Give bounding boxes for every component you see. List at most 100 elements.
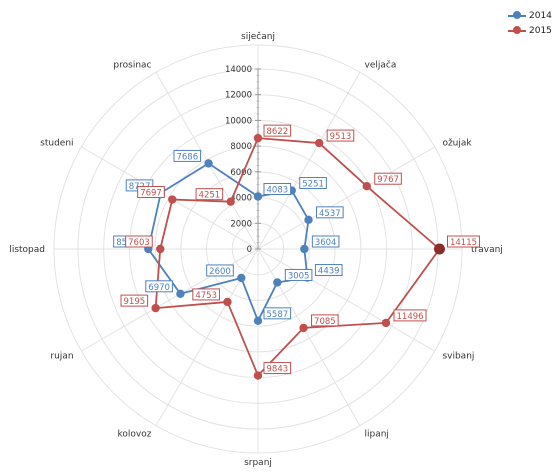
data-label-box xyxy=(120,294,149,307)
legend-label: 2014 xyxy=(529,10,552,21)
data-label-text: 7697 xyxy=(140,189,162,199)
radial-tick-label: 4000 xyxy=(230,194,252,204)
data-point-2015-5 xyxy=(299,323,308,333)
data-label-text: 9767 xyxy=(377,175,399,185)
data-label-2014-0: 4083 xyxy=(263,183,292,196)
data-label-box xyxy=(299,177,327,190)
data-label-text: 4251 xyxy=(199,191,221,201)
data-label-text: 3005 xyxy=(288,271,310,281)
data-label-2015-11: 4251 xyxy=(195,188,224,201)
data-label-text: 8622 xyxy=(267,127,289,137)
data-label-box xyxy=(311,314,339,327)
data-label-text: 9195 xyxy=(124,297,146,307)
data-point-2014-11 xyxy=(204,159,213,168)
data-label-box xyxy=(173,149,202,162)
category-label-7: kolovoz xyxy=(118,429,152,439)
radial-tick-label: 10000 xyxy=(225,116,252,126)
data-label-2014-8: 6970 xyxy=(145,280,173,293)
data-point-2015-8 xyxy=(151,303,160,313)
data-label-box xyxy=(263,307,292,320)
data-label-text: 9513 xyxy=(330,132,352,142)
data-point-2015-11 xyxy=(226,197,235,206)
data-point-2014-7 xyxy=(237,273,246,283)
data-label-text: 7603 xyxy=(128,238,150,248)
data-label-2014-6: 5587 xyxy=(263,307,292,320)
data-point-2015-4 xyxy=(381,318,391,328)
data-label-text: 4439 xyxy=(318,267,340,277)
data-point-2015-3 xyxy=(433,243,445,255)
data-label-box xyxy=(137,186,165,199)
data-label-box xyxy=(195,188,224,201)
data-point-2014-6 xyxy=(253,316,263,326)
data-label-box xyxy=(326,129,355,142)
spoke xyxy=(257,146,435,250)
data-point-2015-7 xyxy=(223,297,232,307)
data-point-2015-0 xyxy=(253,133,263,143)
data-label-2014-1: 5251 xyxy=(299,177,327,190)
data-point-2014-3 xyxy=(300,244,309,254)
data-label-2015-7: 4753 xyxy=(192,288,220,301)
data-label-text: 6970 xyxy=(148,283,170,293)
spoke xyxy=(81,248,259,352)
data-label-2014-7: 2600 xyxy=(206,264,234,277)
category-label-10: studeni xyxy=(40,139,73,149)
data-point-2015-9 xyxy=(156,244,165,254)
data-label-2014-4: 4439 xyxy=(314,264,343,277)
data-point-2015-6 xyxy=(253,371,263,380)
data-label-box xyxy=(316,206,344,219)
data-label-2015-6: 9843 xyxy=(263,362,292,375)
data-label-2015-8: 9195 xyxy=(120,294,149,307)
data-label-text: 7686 xyxy=(176,152,198,162)
spoke xyxy=(257,72,361,250)
data-label-box xyxy=(192,288,220,301)
category-label-1: veljača xyxy=(365,60,397,71)
data-point-2015-2 xyxy=(362,182,371,191)
data-label-2015-9: 7603 xyxy=(125,235,153,248)
legend-swatch xyxy=(508,11,526,20)
data-label-text: 2600 xyxy=(209,267,231,277)
data-label-2015-0: 8622 xyxy=(263,124,292,137)
data-label-2015-5: 7085 xyxy=(311,314,339,327)
legend-item-2014: 2014 xyxy=(508,8,552,23)
data-label-2014-3: 3604 xyxy=(311,235,340,248)
data-label-2014-2: 4537 xyxy=(316,206,344,219)
radial-tick-label: 2000 xyxy=(230,219,252,229)
data-label-2014-11: 7686 xyxy=(173,149,202,162)
data-label-box xyxy=(284,268,313,281)
data-label-box xyxy=(125,235,153,248)
data-label-text: 4083 xyxy=(267,186,289,196)
data-label-box xyxy=(263,183,292,196)
category-label-4: svibanj xyxy=(442,352,474,362)
data-label-box xyxy=(311,235,340,248)
data-label-box xyxy=(374,172,402,185)
category-label-6: srpanj xyxy=(244,458,272,468)
data-label-text: 7085 xyxy=(314,317,336,327)
data-label-2015-2: 9767 xyxy=(374,172,402,185)
spoke xyxy=(257,248,435,352)
radial-tick-label: 0 xyxy=(247,245,252,255)
data-label-box xyxy=(314,264,343,277)
data-label-box xyxy=(263,362,292,375)
data-point-2015-10 xyxy=(168,195,177,204)
data-label-text: 9843 xyxy=(267,365,289,375)
data-label-2015-10: 7697 xyxy=(137,186,165,199)
category-label-9: listopad xyxy=(9,245,45,255)
data-label-2015-4: 11496 xyxy=(393,309,427,322)
data-label-text: 4537 xyxy=(319,209,341,219)
data-label-text: 14115 xyxy=(450,238,477,248)
category-label-2: ožujak xyxy=(442,139,472,149)
category-label-3: travanj xyxy=(471,245,503,255)
data-point-2014-8 xyxy=(176,289,185,299)
data-label-text: 11496 xyxy=(397,312,424,322)
category-label-11: prosinac xyxy=(113,61,151,71)
data-label-text: 5251 xyxy=(302,180,324,190)
data-label-text: 3604 xyxy=(315,238,337,248)
radial-tick-label: 12000 xyxy=(225,91,252,101)
legend-label: 2015 xyxy=(529,25,552,36)
category-label-5: lipanj xyxy=(365,429,389,439)
data-label-box xyxy=(206,264,234,277)
radial-tick-label: 6000 xyxy=(230,168,252,178)
legend-item-2015: 2015 xyxy=(508,23,552,38)
radial-tick-label: 8000 xyxy=(230,142,252,152)
